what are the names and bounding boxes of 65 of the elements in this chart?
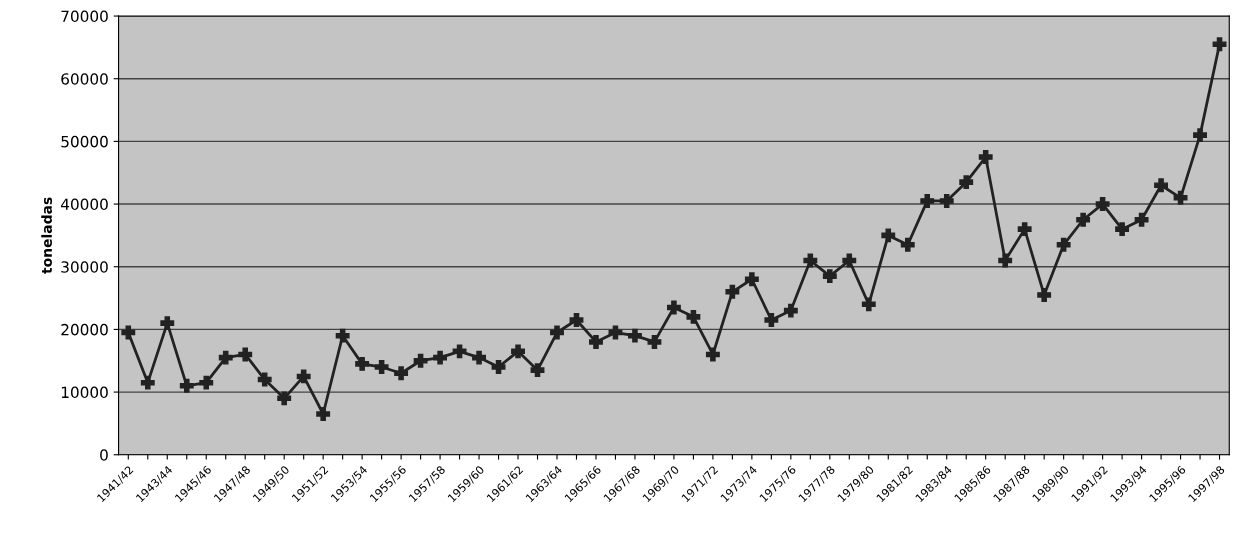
- point: [803, 253, 818, 268]
- point: [1134, 212, 1149, 227]
- point: [628, 328, 642, 343]
- point: [920, 193, 935, 208]
- point: [1173, 190, 1188, 205]
- point: [1193, 128, 1207, 143]
- y-tick-label: 30000: [61, 261, 108, 273]
- point: [569, 313, 584, 327]
- point: [842, 253, 857, 268]
- point: [1212, 37, 1227, 52]
- y-tick-label: 20000: [61, 323, 108, 336]
- y-tick-label: 40000: [60, 198, 108, 211]
- point: [647, 334, 662, 349]
- point: [218, 350, 233, 365]
- y-tick-label: 0: [100, 449, 108, 461]
- point: [900, 237, 915, 252]
- point: [374, 360, 389, 374]
- point: [822, 269, 837, 284]
- point: [140, 375, 155, 390]
- point: [978, 150, 993, 165]
- y-tick-label: 50000: [61, 135, 108, 148]
- point: [1154, 178, 1169, 193]
- point: [530, 363, 545, 378]
- point: [452, 344, 467, 359]
- point: [316, 407, 331, 421]
- point: [705, 347, 720, 362]
- point: [939, 193, 954, 208]
- point: [764, 313, 779, 327]
- point: [472, 350, 487, 365]
- point: [1017, 222, 1032, 237]
- point: [783, 303, 798, 318]
- point: [179, 378, 194, 393]
- point: [1076, 212, 1091, 227]
- point: [121, 325, 136, 340]
- point: [666, 300, 681, 315]
- point: [257, 372, 272, 387]
- point: [550, 325, 564, 340]
- point: [277, 391, 292, 406]
- y-axis-title: toneladas: [41, 197, 52, 274]
- point: [413, 353, 428, 368]
- point: [744, 272, 759, 287]
- point: [394, 366, 409, 381]
- point: [433, 350, 448, 365]
- point: [238, 347, 253, 362]
- point: [335, 328, 350, 343]
- point: [1115, 222, 1130, 237]
- point: [1037, 287, 1052, 302]
- point: [686, 309, 701, 324]
- point: [725, 284, 740, 299]
- point: [296, 369, 311, 384]
- y-tick-label: 70000: [61, 10, 108, 23]
- point: [861, 297, 876, 312]
- point: [998, 253, 1013, 268]
- point: [959, 175, 974, 190]
- point: [199, 375, 214, 390]
- point: [511, 344, 525, 359]
- point: [355, 356, 370, 371]
- point: [1095, 197, 1110, 212]
- point: [1056, 237, 1071, 252]
- y-tick-label: 10000: [61, 386, 108, 399]
- point: [589, 334, 603, 349]
- point: [491, 360, 506, 374]
- y-tick-label: 60000: [61, 73, 108, 85]
- point: [160, 316, 175, 331]
- point: [881, 228, 896, 243]
